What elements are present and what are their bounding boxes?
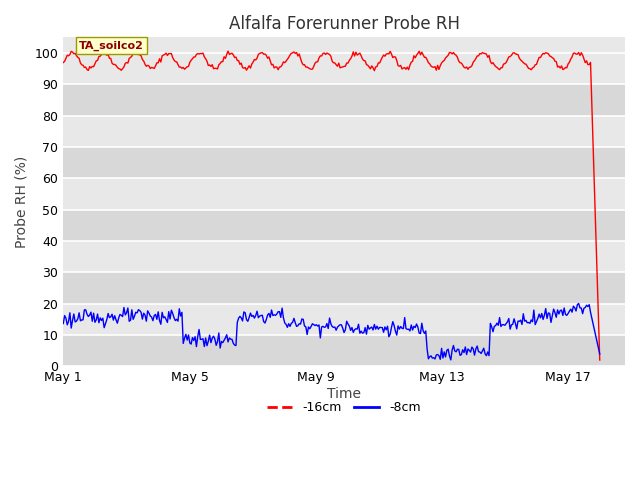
Bar [63, 179, 625, 210]
Bar [63, 335, 625, 366]
Title: Alfalfa Forerunner Probe RH: Alfalfa Forerunner Probe RH [228, 15, 460, 33]
Bar [63, 147, 625, 179]
Bar [63, 116, 625, 147]
Bar [63, 272, 625, 304]
Bar [63, 53, 625, 84]
Bar [63, 84, 625, 116]
Bar [63, 241, 625, 272]
Legend: -16cm, -8cm: -16cm, -8cm [262, 396, 426, 420]
Bar [63, 304, 625, 335]
Bar [63, 210, 625, 241]
X-axis label: Time: Time [327, 387, 361, 401]
Text: TA_soilco2: TA_soilco2 [79, 40, 144, 50]
Y-axis label: Probe RH (%): Probe RH (%) [15, 156, 29, 248]
